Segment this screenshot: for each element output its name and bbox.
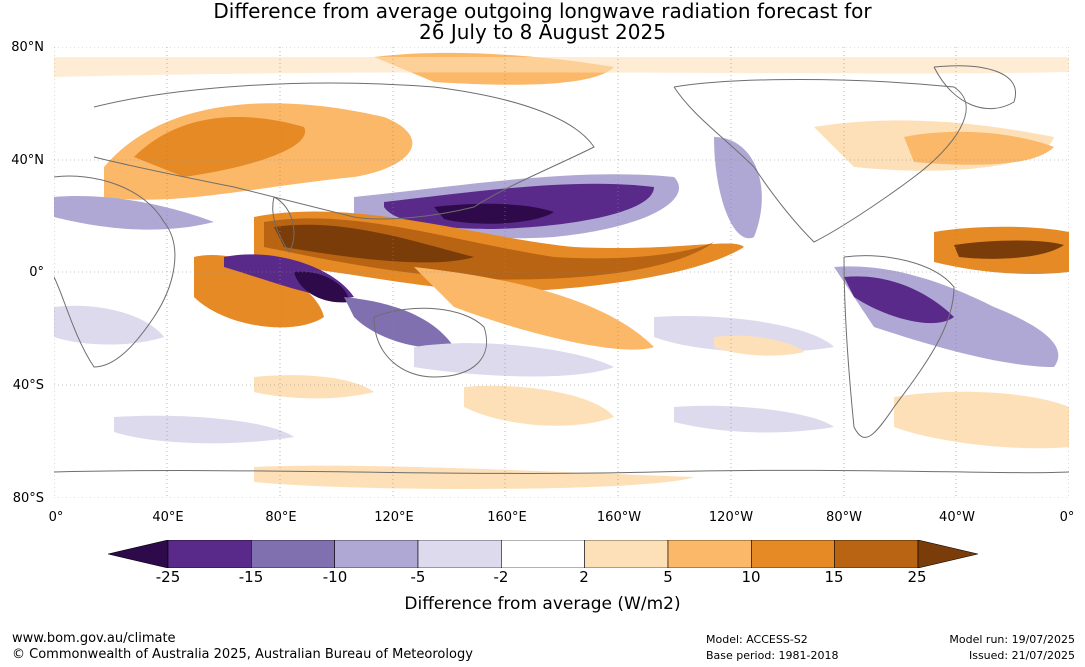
lon-label-80e: 80°E — [265, 510, 297, 525]
legend-tick: -5 — [410, 568, 426, 586]
anomaly-shading — [54, 52, 1069, 489]
legend-tick: 25 — [907, 568, 927, 586]
australia-outline — [373, 307, 487, 378]
anomaly-region — [54, 196, 214, 230]
anomaly-region — [294, 271, 349, 303]
footer-url: www.bom.gov.au/climate — [12, 631, 176, 646]
colour-legend — [108, 540, 978, 568]
antarctica-outline — [54, 469, 1069, 474]
lon-label-120e: 120°E — [374, 510, 414, 525]
legend-swatch — [251, 540, 335, 568]
legend-swatch — [501, 540, 585, 568]
legend-tick: -25 — [155, 568, 181, 586]
legend-swatch — [834, 540, 919, 568]
legend-min-arrow — [108, 540, 169, 568]
lon-label-40e: 40°E — [152, 510, 184, 525]
anomaly-region — [414, 343, 614, 377]
legend-tick: -10 — [322, 568, 348, 586]
lat-label-equator: 0° — [29, 265, 44, 280]
anomaly-region — [894, 391, 1069, 449]
anomaly-region — [674, 405, 834, 433]
lon-label-0-right: 0° — [1059, 510, 1075, 525]
lat-label-80n: 80°N — [11, 40, 44, 55]
lon-label-120w: 120°W — [708, 510, 754, 525]
anomaly-region — [844, 276, 954, 324]
legend-tick: 2 — [579, 568, 589, 586]
legend-tick: -15 — [238, 568, 264, 586]
footer-base-period: Base period: 1981-2018 — [706, 649, 839, 662]
legend-tick: 5 — [663, 568, 673, 586]
legend-swatch — [584, 540, 669, 568]
eurasia-outline — [93, 82, 595, 220]
map-title-line-2: 26 July to 8 August 2025 — [419, 20, 666, 44]
south-america-outline — [843, 255, 955, 438]
footer-issued: Issued: 21/07/2025 — [968, 649, 1075, 662]
lon-label-160e: 160°E — [487, 510, 527, 525]
legend-swatch — [334, 540, 419, 568]
anomaly-region — [344, 297, 454, 348]
legend-title: Difference from average (W/m2) — [404, 594, 681, 614]
legend-tick: 10 — [741, 568, 761, 586]
legend-swatch — [667, 540, 752, 568]
footer-copyright: © Commonwealth of Australia 2025, Austra… — [12, 647, 473, 662]
anomaly-region — [54, 305, 164, 345]
anomaly-region — [434, 203, 554, 224]
africa-outline — [54, 175, 176, 368]
legend-tick: 15 — [824, 568, 844, 586]
olr-anomaly-map — [54, 47, 1069, 498]
anomaly-region — [954, 240, 1064, 259]
footer-model-run: Model run: 19/07/2025 — [949, 633, 1075, 646]
legend-swatch — [417, 540, 502, 568]
anomaly-region — [414, 267, 654, 350]
north-america-outline — [673, 79, 967, 243]
anomaly-region — [274, 224, 474, 263]
anomaly-region — [54, 57, 1069, 77]
anomaly-region — [194, 255, 324, 328]
legend-swatch — [167, 540, 252, 568]
anomaly-region — [114, 415, 294, 444]
legend-swatch — [751, 540, 835, 568]
legend-max-arrow — [917, 540, 978, 568]
lon-label-160w: 160°W — [596, 510, 642, 525]
lon-label-40w: 40°W — [939, 510, 975, 525]
lat-label-40n: 40°N — [11, 153, 44, 168]
anomaly-region — [464, 385, 614, 426]
anomaly-region — [654, 316, 834, 353]
lon-label-80w: 80°W — [826, 510, 862, 525]
lat-label-80s: 80°S — [12, 491, 44, 506]
anomaly-region — [714, 335, 804, 356]
greenland-outline — [933, 65, 1016, 110]
india-outline — [272, 196, 295, 253]
anomaly-region — [254, 375, 374, 399]
anomaly-region — [134, 117, 306, 177]
coastlines — [54, 65, 1069, 474]
lon-label-0-left: 0° — [48, 510, 64, 525]
footer-model: Model: ACCESS-S2 — [706, 633, 808, 646]
anomaly-region — [904, 131, 1054, 165]
map-title-line-1: Difference from average outgoing longwav… — [213, 0, 872, 23]
lat-label-40s: 40°S — [12, 378, 44, 393]
anomaly-region — [254, 465, 694, 489]
legend-tick: -2 — [493, 568, 509, 586]
